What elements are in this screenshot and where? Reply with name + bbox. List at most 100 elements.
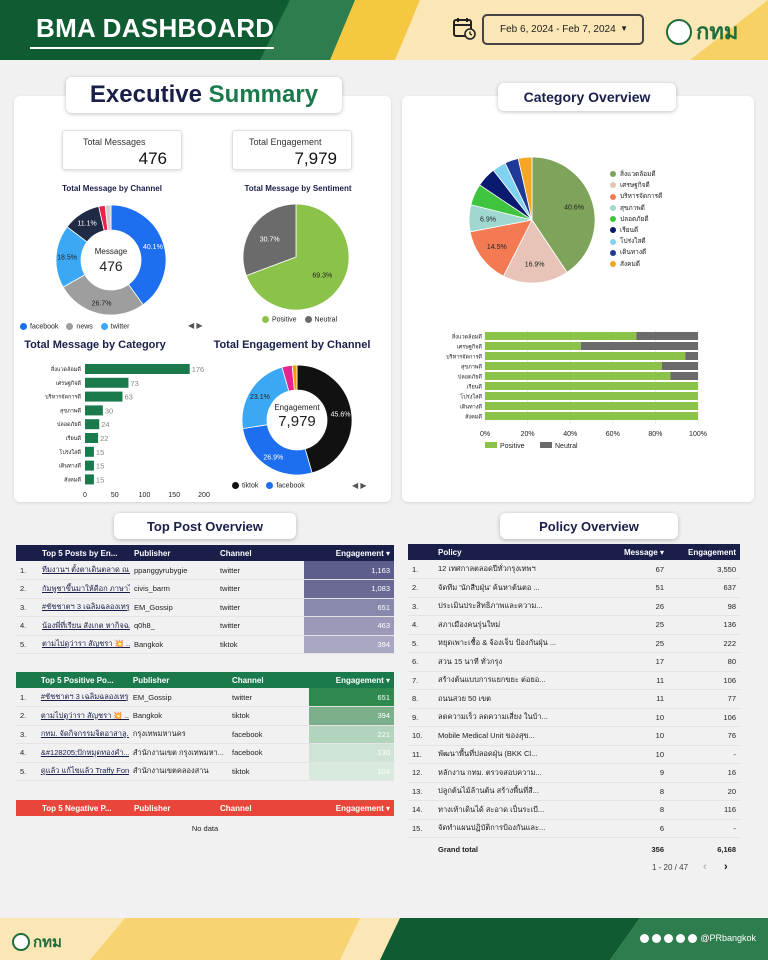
youtube-icon[interactable] <box>676 933 686 943</box>
stack-bar-neutral[interactable] <box>636 332 698 340</box>
slice-facebook[interactable] <box>110 204 167 306</box>
stack-bar-neutral[interactable] <box>670 372 698 380</box>
next-page-icon[interactable]: › <box>724 861 728 873</box>
post-link[interactable]: &#128205;ปักหมุดทองคำ... <box>36 743 129 763</box>
slice-Positive[interactable] <box>245 203 350 311</box>
donut-chart-channel[interactable]: 40.1% 26.7% 18.5% 11.1% <box>55 204 167 316</box>
table-row[interactable]: 8. ถนนสวย 50 เขต 11 77 <box>408 689 740 709</box>
bar[interactable] <box>85 433 99 443</box>
table-row[interactable]: 5. ตามไปดูว่ารา สัญชรา 💥 ... Bangkok tiktok… <box>16 635 394 654</box>
stack-bar-positive[interactable] <box>485 402 698 410</box>
stack-bar-positive[interactable] <box>485 392 698 400</box>
stack-bar-neutral[interactable] <box>580 342 698 350</box>
col-header-post[interactable]: Top 5 Positive Po... <box>40 675 114 685</box>
bar[interactable] <box>85 364 190 374</box>
col-header-post[interactable]: Top 5 Negative P... <box>42 803 112 813</box>
col-header-policy[interactable]: Policy <box>438 547 462 557</box>
post-link[interactable]: ตามไปดูว่ารา สัญชรา 💥 ... <box>36 706 129 726</box>
bar[interactable] <box>85 377 129 388</box>
legend-pager[interactable]: ◀ ▶ <box>352 481 367 490</box>
table-row[interactable]: 11. พัฒนาพื้นที่ปลอดฝุ่น (BKK Cl... 10- <box>408 745 740 764</box>
col-header-engagement[interactable]: Engagement ▾ <box>335 803 390 813</box>
post-link[interactable]: #ชัชชาตฯ 3 เฉลิมฉลองเทรุ... <box>38 598 130 617</box>
slice-Neutral[interactable] <box>242 203 297 277</box>
slice-เศรษฐกิจดี[interactable] <box>502 219 568 284</box>
table-row[interactable]: 3. กทม. จัดกิจกรรมจิตอาสาลู... กรุงเทพมหาน… <box>16 725 394 744</box>
stack-bar-positive[interactable] <box>485 342 581 350</box>
table-row[interactable]: 12. หลักงาน กทม. ตรวจสอบความ... 9 16 <box>408 763 740 783</box>
table-row[interactable]: 1. 12 เทศกาลตลอดปีทั่วกรุงเทพฯ 67 3,550 <box>408 560 740 579</box>
instagram-icon[interactable] <box>664 933 674 943</box>
slice-บริหารจัดการดี[interactable] <box>469 219 533 277</box>
table-row[interactable]: 4. น้องพี่ที่เรียน สังเกต หากิจฉ... q0h8_ t… <box>16 616 394 636</box>
slice-สังคมดี[interactable] <box>517 156 533 221</box>
slice-segment-4[interactable] <box>291 364 298 391</box>
col-header-channel[interactable]: Channel <box>232 675 264 685</box>
col-header-engagement[interactable]: Engagement <box>687 547 736 557</box>
bar[interactable] <box>85 405 103 416</box>
table-row[interactable]: 7. สร้างต้นแบบการแยกขยะ ต่อยอ... 11 106 <box>408 671 740 690</box>
col-header-message[interactable]: Message ▾ <box>623 547 664 557</box>
stack-bar-positive[interactable] <box>485 372 671 380</box>
table-row[interactable]: 14. ทางเท้าเดินได้ สะอาด เป็นระเบี... 8 116 <box>408 800 740 820</box>
col-header-publisher[interactable]: Publisher <box>134 548 171 558</box>
slice-news[interactable] <box>62 274 144 316</box>
bar[interactable] <box>85 460 94 471</box>
table-row[interactable]: 4. &#128205;ปักหมุดทองคำ... สำนักงานเขต กร… <box>16 743 394 763</box>
bar[interactable] <box>85 391 123 402</box>
pie-chart-sentiment[interactable]: 69.3% 30.7% <box>242 203 350 311</box>
table-row[interactable]: 5. หยุดเพาะเชื้อ & จ้องเจ็บ ป้องกันฝุ่น .… <box>408 634 740 653</box>
post-link[interactable]: #ชัชชาตฯ 3 เฉลิมฉลองเทรุ... <box>36 688 129 707</box>
post-link[interactable]: น้องพี่ที่เรียน สังเกต หากิจฉ... <box>38 616 130 636</box>
stack-bar-positive[interactable] <box>485 412 698 420</box>
table-row[interactable]: 3. ประเมินประสิทธิภาพและความ... 26 98 <box>408 597 740 616</box>
table-row[interactable]: 2. จัดทีม 'นักสืบฝุ่น' ค้นหาต้นตอ ... 51 63… <box>408 578 740 598</box>
col-header-channel[interactable]: Channel <box>220 803 252 813</box>
col-header-channel[interactable]: Channel <box>220 548 252 558</box>
bar[interactable] <box>85 419 100 430</box>
post-link[interactable]: ตามไปดูว่ารา สัญชรา 💥 ... <box>38 635 130 654</box>
legend-pager[interactable]: ◀ ▶ <box>188 321 203 330</box>
table-row[interactable]: 5. ดูแล้ว แก้ไขแล้ว Traffy Fon... สำนักงาน… <box>16 762 394 781</box>
post-link[interactable]: ทีมงานฯ ตั้งตาเดินตลาด ณ ลู... <box>38 561 130 580</box>
table-row[interactable]: 2.กัมพูชาขึ้นมาให้ดีอก ภาษาไร้ลั...civis… <box>16 579 394 599</box>
table-row[interactable]: 1. #ชัชชาตฯ 3 เฉลิมฉลองเทรุ... EM_Gossip tw… <box>16 688 394 707</box>
col-header-engagement[interactable]: Engagement ▾ <box>335 548 390 558</box>
tiktok-icon[interactable] <box>688 933 698 943</box>
table-row[interactable]: 2. ตามไปดูว่ารา สัญชรา 💥 ... Bangkok tiktok… <box>16 706 394 726</box>
stack-bar-positive[interactable] <box>485 352 686 360</box>
table-row[interactable]: 13. ปลูกต้นไม้ล้านต้น สร้างพื้นที่สี... 8 2… <box>408 782 740 801</box>
stack-bar-neutral[interactable] <box>685 352 698 360</box>
slice-segment-5[interactable] <box>104 204 112 231</box>
table-row[interactable]: 9. ลดความเร็ว ลดความเสี่ยง ในบ้า... 10 106 <box>408 708 740 727</box>
donut-chart-engagement[interactable]: 45.6% 26.9% 23.1% <box>241 364 353 476</box>
calendar-icon[interactable] <box>452 16 476 40</box>
stack-bar-positive[interactable] <box>485 362 662 370</box>
bar[interactable] <box>85 446 94 457</box>
col-header-engagement[interactable]: Engagement ▾ <box>335 675 390 685</box>
table-row[interactable]: 4. สภาเมืองคนรุ่นใหม่ 25 136 <box>408 615 740 635</box>
col-header-post[interactable]: Top 5 Posts by En... <box>42 548 118 558</box>
prev-page-icon[interactable]: ‹ <box>703 861 707 873</box>
bar-chart-category[interactable]: สิ่งแวดล้อมดี 176 เศรษฐกิจดี 73 บริหารจัดการ… <box>20 360 212 502</box>
table-row[interactable]: 15. จัดทำแผนปฏิบัติการป้องกันและ... 6- <box>408 819 740 838</box>
post-link[interactable]: กัมพูชาขึ้นมาให้ดีอก ภาษาไร้ลั... <box>38 579 130 599</box>
stack-bar-positive[interactable] <box>485 382 698 390</box>
post-link[interactable]: ดูแล้ว แก้ไขแล้ว Traffy Fon... <box>36 762 129 781</box>
slice-สิ่งแวดล้อมดี[interactable] <box>531 156 596 273</box>
table-row[interactable]: 1.ทีมงานฯ ตั้งตาเดินตลาด ณ ลู...ppanggyr… <box>16 561 394 580</box>
stack-bar-positive[interactable] <box>485 332 637 340</box>
twitter-icon[interactable] <box>652 933 662 943</box>
bar[interactable] <box>85 474 94 485</box>
slice-tiktok[interactable] <box>296 364 353 474</box>
pie-chart-category[interactable]: 40.6% 16.9% 14.5% 6.9% <box>468 156 596 284</box>
stacked-bar-chart-category[interactable]: 0% 20% 40% 60% 80% 100% สิ่งแวดล้อมดีเศรษฐกิจด… <box>412 328 742 454</box>
facebook-icon[interactable] <box>640 933 650 943</box>
slice-facebook[interactable] <box>242 424 313 476</box>
table-row[interactable]: 3. #ชัชชาตฯ 3 เฉลิมฉลองเทรุ... EM_Gossip tw… <box>16 598 394 617</box>
col-header-publisher[interactable]: Publisher <box>134 803 171 813</box>
table-row[interactable]: 10. Mobile Medical Unit ของสุข... 10 76 <box>408 726 740 746</box>
date-range-picker[interactable]: Feb 6, 2024 - Feb 7, 2024 ▼ <box>482 14 644 45</box>
post-link[interactable]: กทม. จัดกิจกรรมจิตอาสาลู... <box>36 725 129 744</box>
stack-bar-neutral[interactable] <box>661 362 698 370</box>
